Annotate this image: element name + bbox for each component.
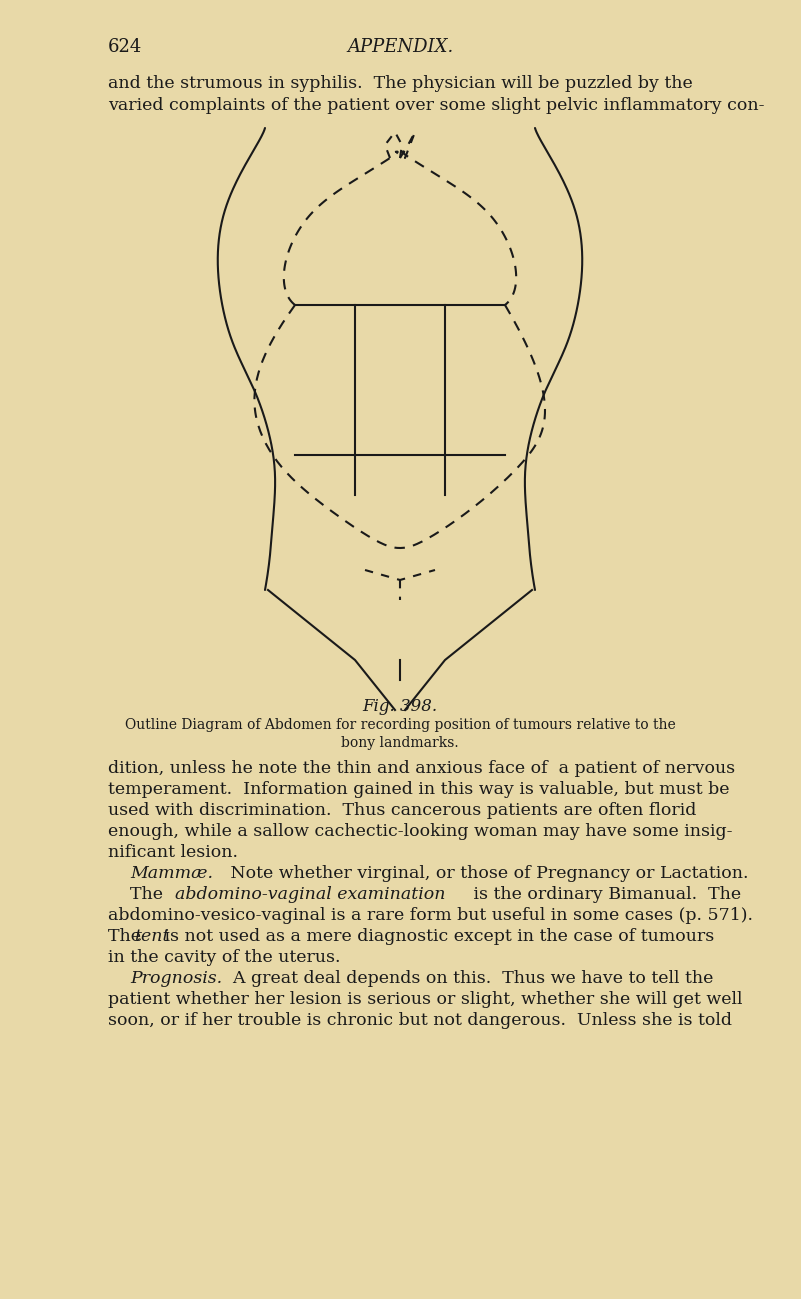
Text: 624: 624 <box>108 38 143 56</box>
Text: abdomino-vesico-vaginal is a rare form but useful in some cases (p. 571).: abdomino-vesico-vaginal is a rare form b… <box>108 907 753 924</box>
Text: bony landmarks.: bony landmarks. <box>341 737 459 750</box>
Text: APPENDIX.: APPENDIX. <box>347 38 453 56</box>
Text: tent: tent <box>134 927 170 944</box>
Text: abdomino-vaginal examination: abdomino-vaginal examination <box>175 886 445 903</box>
Text: varied complaints of the patient over some slight pelvic inflammatory con-: varied complaints of the patient over so… <box>108 97 764 114</box>
Text: dition, unless he note the thin and anxious face of  a patient of nervous: dition, unless he note the thin and anxi… <box>108 760 735 777</box>
Text: patient whether her lesion is serious or slight, whether she will get well: patient whether her lesion is serious or… <box>108 991 743 1008</box>
Text: used with discrimination.  Thus cancerous patients are often florid: used with discrimination. Thus cancerous… <box>108 801 696 818</box>
Text: enough, while a sallow cachectic-looking woman may have some insig-: enough, while a sallow cachectic-looking… <box>108 824 732 840</box>
Text: is not used as a mere diagnostic except in the case of tumours: is not used as a mere diagnostic except … <box>159 927 714 944</box>
Text: Prognosis.: Prognosis. <box>130 970 222 987</box>
Text: and the strumous in syphilis.  The physician will be puzzled by the: and the strumous in syphilis. The physic… <box>108 75 693 92</box>
Text: The: The <box>108 927 147 944</box>
Text: The: The <box>108 886 168 903</box>
Text: soon, or if her trouble is chronic but not dangerous.  Unless she is told: soon, or if her trouble is chronic but n… <box>108 1012 732 1029</box>
Text: in the cavity of the uterus.: in the cavity of the uterus. <box>108 950 340 966</box>
Text: Fig. 398.: Fig. 398. <box>362 698 437 714</box>
Text: nificant lesion.: nificant lesion. <box>108 844 238 861</box>
Text: is the ordinary Bimanual.  The: is the ordinary Bimanual. The <box>468 886 741 903</box>
Text: Outline Diagram of Abdomen for recording position of tumours relative to the: Outline Diagram of Abdomen for recording… <box>125 718 675 733</box>
Text: Mammæ.: Mammæ. <box>130 865 213 882</box>
Text: Note whether virginal, or those of Pregnancy or Lactation.: Note whether virginal, or those of Pregn… <box>214 865 748 882</box>
Text: A great deal depends on this.  Thus we have to tell the: A great deal depends on this. Thus we ha… <box>222 970 714 987</box>
Text: temperament.  Information gained in this way is valuable, but must be: temperament. Information gained in this … <box>108 781 730 798</box>
